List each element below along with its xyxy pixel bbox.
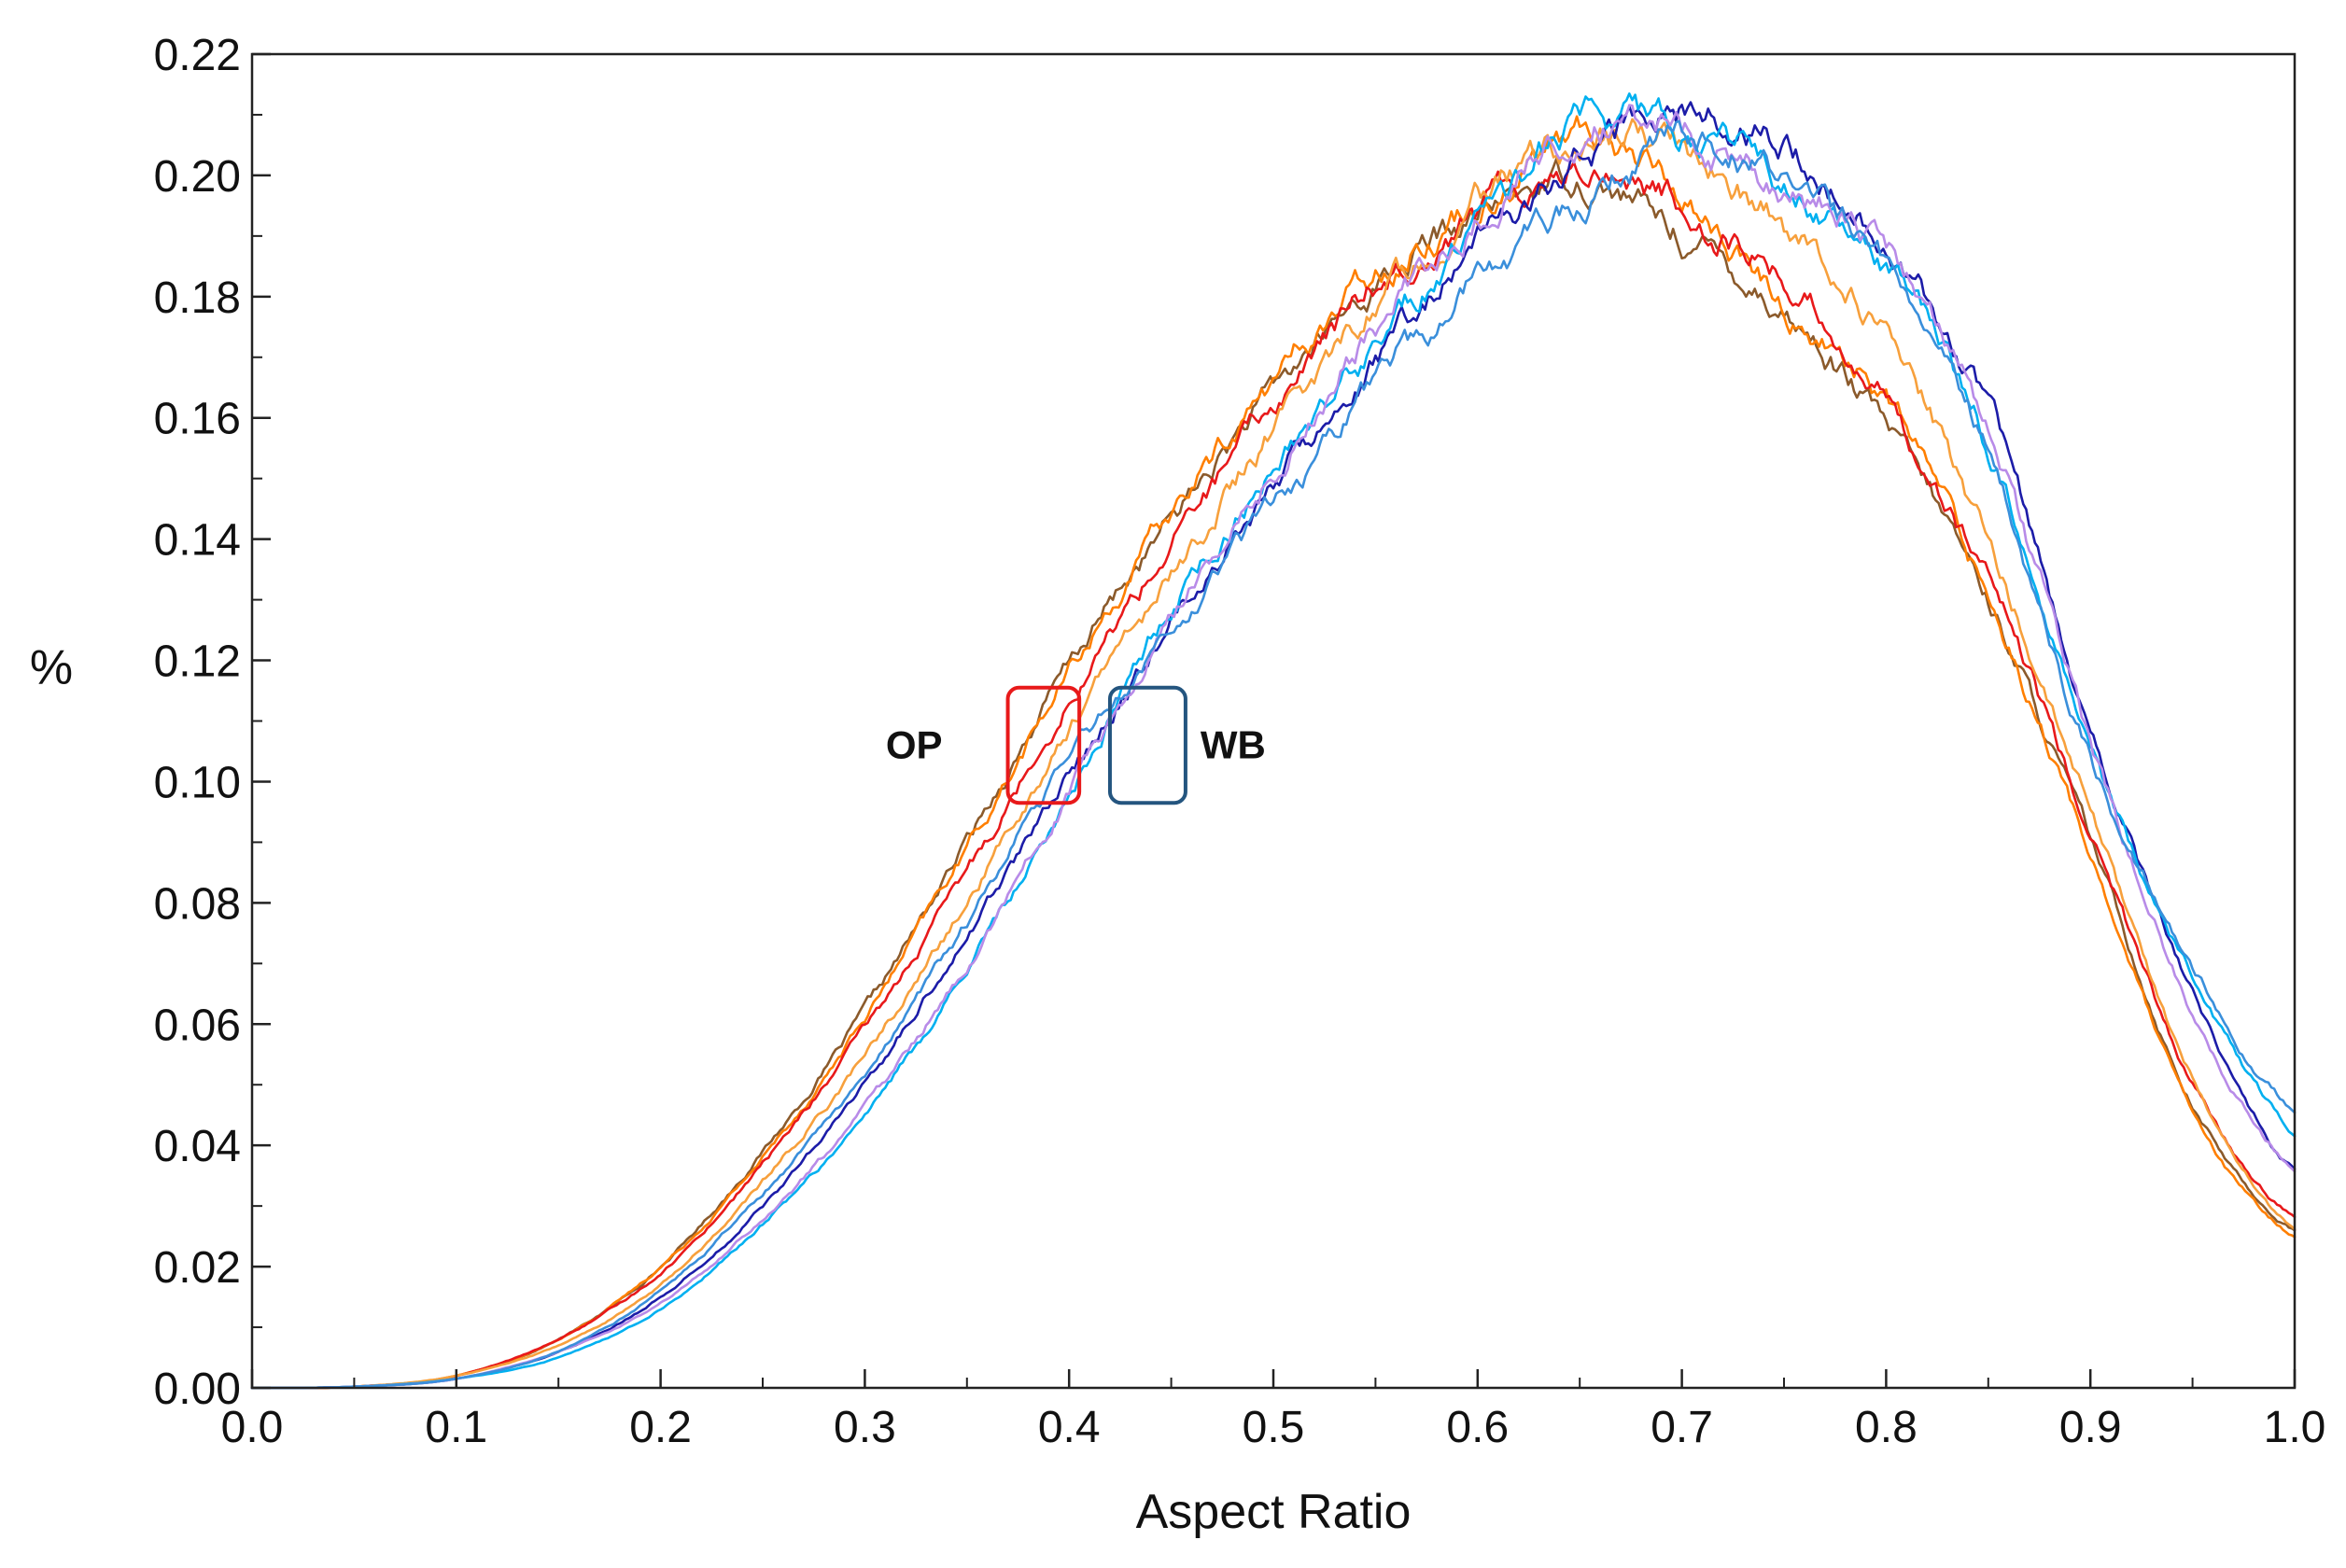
series-line-wb-3	[250, 104, 2297, 1390]
annotation-layer: OP WB	[886, 685, 1266, 805]
y-tick-label: 0.10	[154, 758, 241, 807]
x-axis-title: Aspect Ratio	[1136, 1485, 1412, 1539]
x-axis-ticks: 0.0 0.1 0.2 0.3 0.4 0.5 0.6 0.7 0.8 0.9 1.0	[221, 1369, 2326, 1452]
x-tick-label: 0.9	[2059, 1403, 2122, 1452]
x-tick-label: 0.6	[1446, 1403, 1509, 1452]
y-tick-label: 0.22	[154, 31, 241, 80]
x-tick-label: 0.4	[1038, 1403, 1101, 1452]
y-tick-label: 0.20	[154, 152, 241, 202]
y-tick-label: 0.02	[154, 1243, 241, 1293]
x-tick-label: 1.0	[2264, 1403, 2326, 1452]
x-tick-label: 0.8	[1855, 1403, 1918, 1452]
series-layer	[250, 92, 2297, 1390]
annotation-box-op	[1005, 685, 1082, 805]
y-axis-ticks: 0.00 0.02 0.04 0.06 0.08 0.10 0.12 0.14 0.16 0.18…	[154, 31, 271, 1414]
x-tick-label: 0.0	[221, 1403, 284, 1452]
y-tick-label: 0.18	[154, 273, 241, 323]
y-tick-label: 0.00	[154, 1365, 241, 1414]
y-axis-title: %	[30, 641, 73, 695]
annotation-label-wb: WB	[1201, 722, 1266, 766]
y-tick-label: 0.14	[154, 516, 241, 566]
x-tick-label: 0.3	[834, 1403, 896, 1452]
annotation-box-wb	[1107, 685, 1187, 805]
x-tick-label: 0.1	[425, 1403, 487, 1452]
x-tick-label: 0.5	[1243, 1403, 1305, 1452]
y-tick-label: 0.16	[154, 395, 241, 444]
series-line-op-3	[250, 161, 2297, 1390]
y-tick-label: 0.06	[154, 1001, 241, 1050]
y-tick-label: 0.04	[154, 1122, 241, 1171]
series-line-op-4	[250, 118, 2297, 1390]
y-tick-label: 0.08	[154, 879, 241, 929]
x-tick-label: 0.7	[1651, 1403, 1713, 1452]
annotation-label-op: OP	[886, 722, 943, 766]
x-tick-label: 0.2	[629, 1403, 692, 1452]
y-tick-label: 0.12	[154, 637, 241, 687]
series-line-wb-4	[250, 119, 2297, 1390]
